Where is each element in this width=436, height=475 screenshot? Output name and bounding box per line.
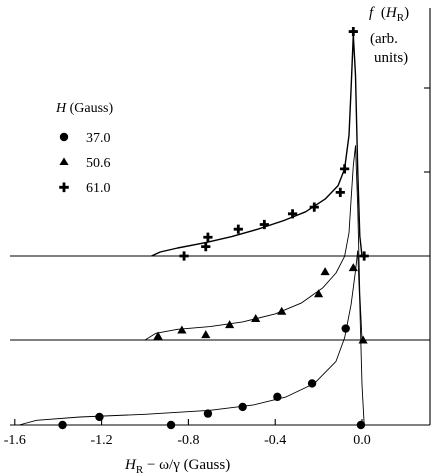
y-label-f: f [369,5,375,21]
data-point-triangle [320,267,330,276]
x-tick-label: -1.2 [91,433,113,448]
legend-entry-61: 61.0 [59,181,111,196]
data-point-triangle [358,335,368,344]
data-point-circle [356,420,366,430]
fit-curve-61.0 [151,34,363,257]
data-point-cross [179,251,189,261]
fit-curve-50.6 [144,145,363,341]
legend-label-50: 50.6 [86,156,111,171]
data-point-cross [259,219,269,230]
data-point-cross [359,251,369,261]
data-point-circle [341,324,350,333]
data-point-circle [307,379,317,388]
x-tick-label: -0.4 [264,433,286,448]
x-tick-label: -1.6 [4,433,26,448]
y-axis-label: f (HR) (arb. units) [369,5,409,66]
data-point-circle [58,420,67,430]
axes-frame [10,8,431,426]
data-point-cross [233,224,243,234]
legend-cross-marker [59,182,69,193]
data-point-triangle [314,289,324,298]
legend-label-37: 37.0 [86,131,111,146]
y-label-line2: (arb. [370,31,398,47]
x-axis-title: HR − ω/γ (Gauss) [124,457,230,475]
data-point-triangle [153,331,163,340]
data-point-cross [340,164,350,174]
data-point-circle [203,409,213,418]
data-point-circle [95,412,104,422]
data-point-triangle [277,306,287,315]
legend-triangle-marker [59,157,69,165]
y-label-line3: units) [374,50,408,66]
data-point-cross [348,26,358,37]
data-point-triangle [201,330,211,339]
data-point-cross [201,242,211,252]
legend-label-61: 61.0 [86,181,111,196]
data-point-triangle [177,325,187,334]
y-label-h: H [385,5,398,21]
fit-curve-37.0 [18,250,365,426]
x-tick-label: 0.0 [353,433,371,448]
fit-curves [18,34,365,426]
data-points [58,26,369,430]
data-point-triangle [225,320,235,329]
legend: H (Gauss) 37.0 50.6 61.0 [55,101,114,196]
data-point-triangle [348,263,358,272]
y-label-sub: R [397,12,405,24]
legend-entry-50: 50.6 [59,156,111,171]
data-point-cross [335,187,345,197]
data-point-cross [287,209,298,219]
x-ticks: -1.6 -1.2 -0.8 -0.4 0.0 [4,419,371,448]
legend-circle-marker [59,132,69,142]
legend-entry-37: 37.0 [59,131,111,146]
data-point-triangle [251,314,261,323]
data-point-circle [166,420,176,430]
svg-text:f (HR): f (HR) [369,5,409,24]
x-tick-label: -0.8 [177,433,199,448]
data-point-circle [238,402,247,412]
data-point-circle [273,392,282,402]
legend-title: H (Gauss) [55,101,114,116]
data-point-cross [309,202,319,212]
data-point-cross [203,232,213,242]
